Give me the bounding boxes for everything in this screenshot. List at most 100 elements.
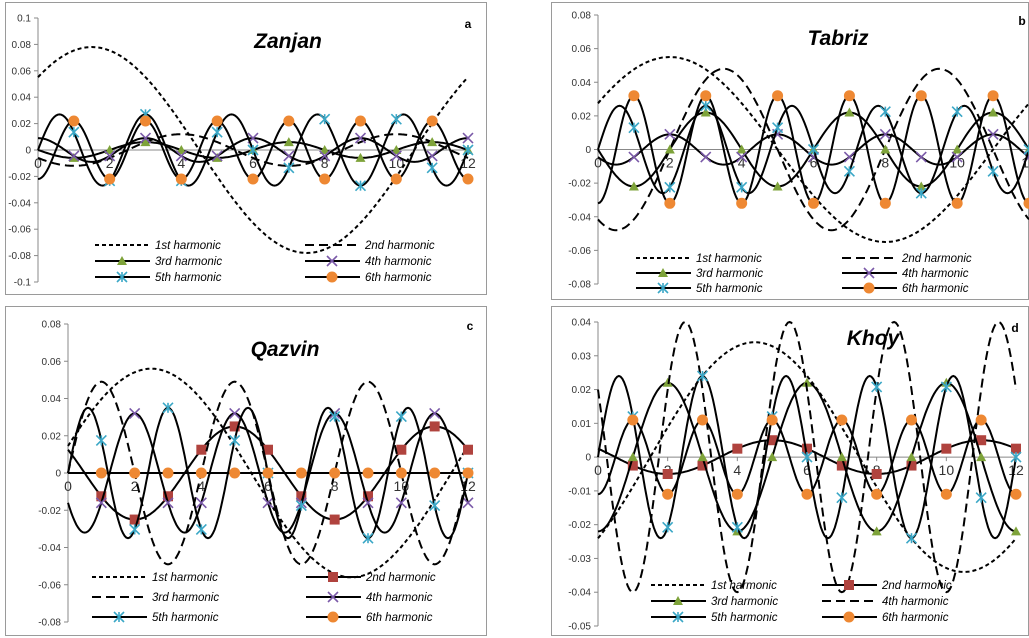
data-point xyxy=(129,514,140,525)
data-point xyxy=(736,197,748,209)
data-point xyxy=(462,144,474,156)
data-point xyxy=(700,151,712,163)
data-point xyxy=(916,181,927,191)
data-point xyxy=(175,150,187,162)
chart-title: Zanjan xyxy=(253,30,322,53)
legend-marker xyxy=(326,271,338,283)
data-point xyxy=(362,467,374,479)
y-tick-label: 0.02 xyxy=(12,119,32,130)
data-point xyxy=(906,414,917,426)
data-point xyxy=(772,181,783,191)
data-point xyxy=(195,523,207,536)
data-point xyxy=(162,467,174,479)
data-point xyxy=(697,414,708,426)
data-point xyxy=(871,526,882,536)
star-stroke xyxy=(1023,143,1029,151)
data-point xyxy=(628,90,640,102)
x-tick-label: 6 xyxy=(810,155,818,171)
legend-label: 1st harmonic xyxy=(152,572,218,584)
y-tick-label: 0 xyxy=(585,145,591,156)
legend-marker xyxy=(117,256,127,265)
x-tick-label: 6 xyxy=(249,155,257,171)
y-tick-label: 0.08 xyxy=(12,40,32,51)
data-point xyxy=(426,115,438,127)
data-point xyxy=(951,151,963,163)
data-point xyxy=(319,150,331,162)
data-point xyxy=(906,460,917,471)
x-stroke xyxy=(736,151,748,163)
data-point xyxy=(390,113,402,125)
data-point xyxy=(951,197,963,209)
x-tick-label: 6 xyxy=(264,478,272,494)
panel-letter: c xyxy=(467,319,474,333)
legend-marker xyxy=(327,591,339,603)
y-tick-label: 0.04 xyxy=(42,394,62,405)
y-tick-label: 0.02 xyxy=(42,431,62,442)
x-stroke xyxy=(195,497,207,509)
y-tick-label: 0 xyxy=(585,453,591,464)
data-point xyxy=(427,137,438,147)
data-point xyxy=(363,491,373,502)
y-tick-label: 0.04 xyxy=(572,78,592,89)
data-point xyxy=(263,444,273,455)
y-tick-label: -0.01 xyxy=(568,486,591,497)
x-stroke xyxy=(211,150,223,162)
x-stroke xyxy=(319,150,331,162)
x-tick-label: 0 xyxy=(594,462,602,478)
panel-frame xyxy=(551,306,1029,636)
legend-label: 4th harmonic xyxy=(366,592,433,604)
data-point xyxy=(940,488,952,500)
x-tick-label: 12 xyxy=(1008,462,1024,478)
data-point xyxy=(987,128,999,140)
data-point xyxy=(801,451,813,463)
panel-frame xyxy=(551,2,1029,300)
data-point xyxy=(767,452,778,462)
data-point xyxy=(767,435,778,446)
data-point xyxy=(295,467,307,479)
data-point xyxy=(395,410,407,423)
x-tick-label: 4 xyxy=(177,155,185,171)
y-tick-label: 0.04 xyxy=(572,318,592,329)
chart-panel-c: 0.08 0.06 0.04 0.02 0 -0.02 -0.04 -0.06 -0.08 0 2 4… xyxy=(5,306,487,636)
data-point xyxy=(68,115,80,127)
x-stroke xyxy=(327,591,339,603)
data-point xyxy=(463,444,473,455)
y-tick-label: -0.08 xyxy=(568,280,591,291)
data-point xyxy=(628,181,639,191)
data-point xyxy=(627,460,638,471)
data-point xyxy=(140,137,151,147)
data-point xyxy=(462,173,474,185)
y-tick-label: -0.1 xyxy=(14,278,32,289)
data-point xyxy=(329,467,341,479)
data-point xyxy=(772,122,784,134)
data-point xyxy=(736,151,748,163)
data-point xyxy=(975,414,987,426)
y-tick-label: 0.03 xyxy=(572,351,592,362)
data-point xyxy=(196,444,207,455)
data-point xyxy=(697,460,708,471)
x-tick-label: 8 xyxy=(331,478,339,494)
data-point xyxy=(229,407,241,419)
x-stroke xyxy=(628,151,640,163)
series-line-1 xyxy=(597,341,1017,574)
y-tick-label: 0.06 xyxy=(572,44,592,55)
legend-label: 3rd harmonic xyxy=(152,592,219,604)
series-line-2 xyxy=(37,133,469,167)
legend-marker xyxy=(327,611,339,623)
data-point xyxy=(1011,526,1021,536)
y-tick-label: 0.02 xyxy=(572,385,592,396)
data-point xyxy=(801,488,813,500)
legend-marker xyxy=(116,271,128,283)
legend-label: 2nd harmonic xyxy=(365,572,436,584)
data-point xyxy=(129,407,141,419)
x-tick-label: 10 xyxy=(949,155,965,171)
panel-letter: a xyxy=(465,17,472,31)
data-point xyxy=(390,150,402,162)
data-point xyxy=(68,150,80,162)
data-point xyxy=(229,467,241,479)
chart-panel-b: 0.080.060.040.020-0.02-0.04-0.06-0.080 2 4… xyxy=(551,2,1029,300)
data-point xyxy=(879,197,891,209)
data-point xyxy=(176,145,187,154)
data-point xyxy=(395,497,407,509)
data-point xyxy=(976,435,987,446)
